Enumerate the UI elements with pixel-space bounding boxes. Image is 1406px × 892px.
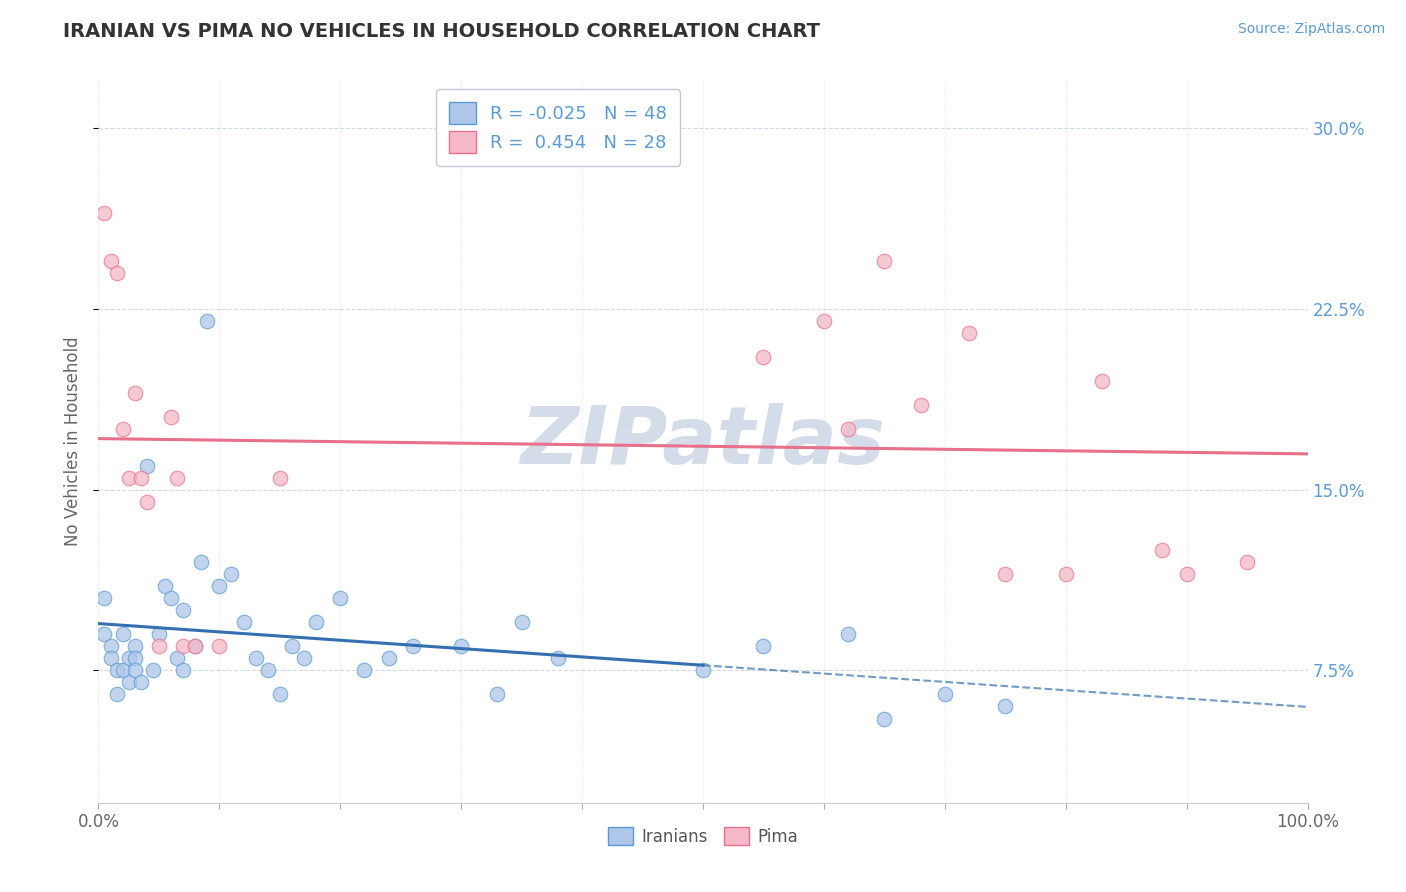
- Point: [124, 664, 146, 678]
- Point: [93, 591, 115, 605]
- Point: [100, 651, 122, 665]
- Point: [232, 615, 254, 630]
- Point: [118, 651, 141, 665]
- Point: [752, 639, 775, 653]
- Point: [934, 687, 956, 701]
- Point: [135, 458, 157, 473]
- Point: [292, 651, 315, 665]
- Point: [100, 639, 122, 653]
- Point: [450, 639, 472, 653]
- Point: [305, 615, 328, 630]
- Point: [208, 579, 231, 593]
- Point: [873, 712, 896, 726]
- Point: [910, 398, 932, 412]
- Point: [1091, 374, 1114, 388]
- Point: [184, 639, 207, 653]
- Point: [93, 205, 115, 219]
- Point: [129, 675, 152, 690]
- Point: [269, 687, 291, 701]
- Point: [1054, 567, 1077, 582]
- Point: [486, 687, 509, 701]
- Point: [172, 639, 194, 653]
- Point: [190, 555, 212, 569]
- Point: [813, 314, 835, 328]
- Point: [129, 470, 152, 484]
- Point: [166, 651, 188, 665]
- Point: [208, 639, 231, 653]
- Point: [195, 314, 218, 328]
- Point: [957, 326, 980, 340]
- Point: [124, 386, 146, 401]
- Point: [100, 253, 122, 268]
- Point: [105, 266, 128, 280]
- Point: [752, 350, 775, 364]
- Point: [148, 639, 170, 653]
- Point: [153, 579, 176, 593]
- Legend: R = -0.025   N = 48, R =  0.454   N = 28: R = -0.025 N = 48, R = 0.454 N = 28: [436, 89, 679, 166]
- Point: [1175, 567, 1198, 582]
- Point: [160, 410, 183, 425]
- Text: ZIPatlas: ZIPatlas: [520, 402, 886, 481]
- Point: [1236, 555, 1258, 569]
- Point: [510, 615, 533, 630]
- Point: [994, 699, 1017, 714]
- Point: [837, 627, 859, 641]
- Point: [118, 675, 141, 690]
- Point: [172, 603, 194, 617]
- Point: [377, 651, 399, 665]
- Point: [692, 664, 714, 678]
- Point: [184, 639, 207, 653]
- Point: [111, 422, 134, 436]
- Point: [124, 639, 146, 653]
- Text: IRANIAN VS PIMA NO VEHICLES IN HOUSEHOLD CORRELATION CHART: IRANIAN VS PIMA NO VEHICLES IN HOUSEHOLD…: [63, 22, 820, 41]
- Point: [105, 687, 128, 701]
- Text: Source: ZipAtlas.com: Source: ZipAtlas.com: [1237, 22, 1385, 37]
- Y-axis label: No Vehicles in Household: No Vehicles in Household: [65, 336, 83, 547]
- Point: [402, 639, 425, 653]
- Point: [329, 591, 352, 605]
- Point: [221, 567, 243, 582]
- Point: [142, 664, 165, 678]
- Point: [172, 664, 194, 678]
- Point: [837, 422, 859, 436]
- Point: [118, 470, 141, 484]
- Point: [256, 664, 278, 678]
- Point: [571, 121, 593, 136]
- Point: [994, 567, 1017, 582]
- Point: [245, 651, 267, 665]
- Point: [281, 639, 304, 653]
- Point: [148, 627, 170, 641]
- Point: [547, 651, 569, 665]
- Point: [1152, 542, 1174, 557]
- Point: [873, 253, 896, 268]
- Point: [166, 470, 188, 484]
- Point: [353, 664, 375, 678]
- Point: [269, 470, 291, 484]
- Point: [93, 627, 115, 641]
- Point: [111, 664, 134, 678]
- Point: [105, 664, 128, 678]
- Point: [111, 627, 134, 641]
- Point: [160, 591, 183, 605]
- Point: [124, 651, 146, 665]
- Point: [135, 494, 157, 508]
